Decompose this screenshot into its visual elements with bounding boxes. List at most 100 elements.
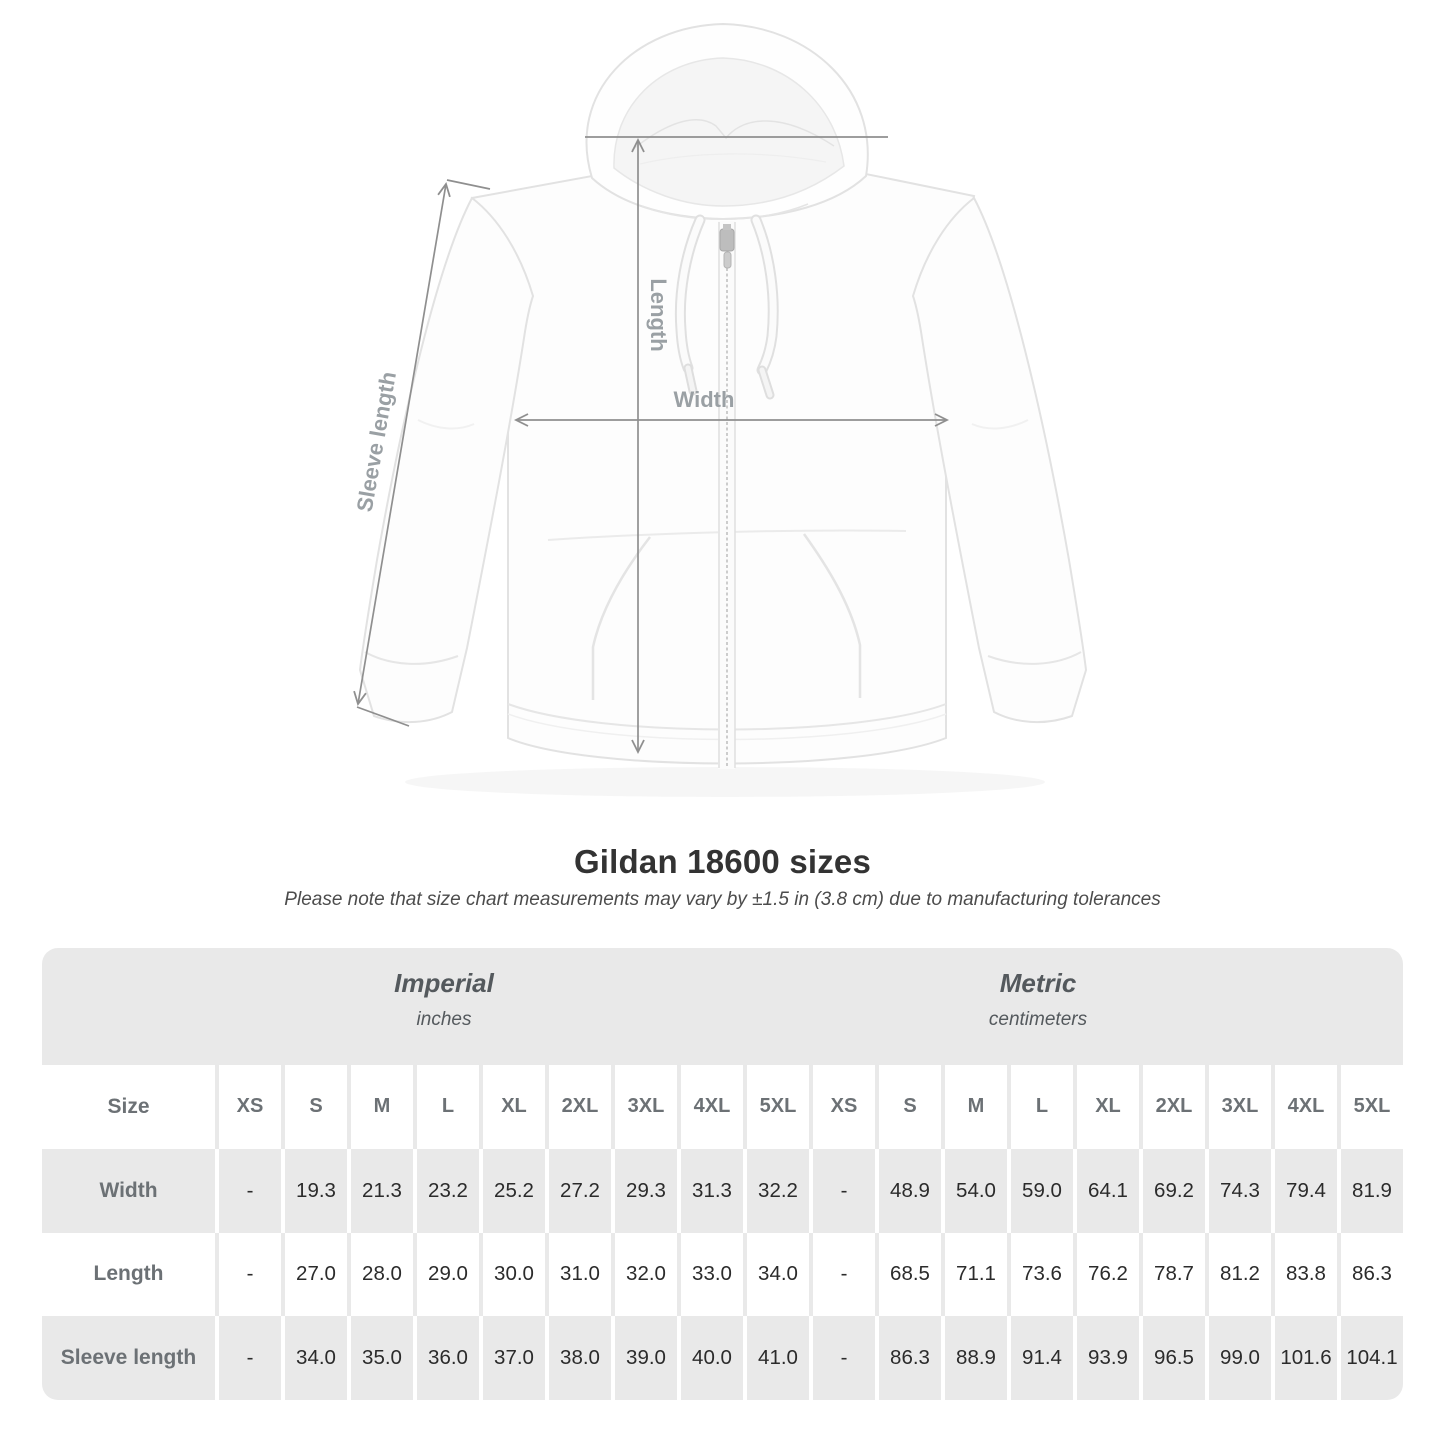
imperial-size-col-header: M [347,1065,413,1149]
imperial-value-cell: 29.0 [413,1232,479,1317]
imperial-value-cell: 23.2 [413,1148,479,1233]
size-grid: Size XS S M L XL 2XL 3XL 4XL 5XL XS S M L XL 2XL 3XL 4XL 5… [42,1065,1403,1400]
hoodie-right-sleeve [911,196,1088,724]
metric-value-cell: 79.4 [1271,1148,1337,1233]
metric-value-cell: - [809,1316,875,1400]
imperial-value-cell: 27.2 [545,1148,611,1233]
sleeve-arrow [353,182,451,706]
metric-value-cell: 101.6 [1271,1316,1337,1400]
heading-block: Gildan 18600 sizes Please note that size… [0,843,1445,911]
imperial-value-cell: 35.0 [347,1316,413,1400]
metric-value-cell: 48.9 [875,1148,941,1233]
row-label: Width [42,1148,215,1233]
imperial-size-col-header: 2XL [545,1065,611,1149]
metric-value-cell: 69.2 [1139,1148,1205,1233]
imperial-value-cell: 28.0 [347,1232,413,1317]
zipper [718,221,736,769]
imperial-group-unit: inches [416,1009,472,1030]
metric-value-cell: 104.1 [1337,1316,1403,1400]
metric-value-cell: 99.0 [1205,1316,1271,1400]
metric-size-col-header: 5XL [1337,1065,1403,1149]
imperial-value-cell: 34.0 [281,1316,347,1400]
metric-size-col-header: L [1007,1065,1073,1149]
imperial-value-cell: 30.0 [479,1232,545,1317]
sleeve-tick-bottom [356,706,410,727]
size-table: Imperial inches Metric centimeters Size X… [42,948,1403,1400]
hoodie-diagram: Length Width Sleeve length [352,22,1088,797]
metric-value-cell: 91.4 [1007,1316,1073,1400]
measurement-arrows [353,136,950,755]
metric-value-cell: 78.7 [1139,1232,1205,1317]
metric-value-cell: 74.3 [1205,1148,1271,1233]
metric-size-col-header: M [941,1065,1007,1149]
imperial-size-col-header: XL [479,1065,545,1149]
tolerance-note: Please note that size chart measurements… [284,889,1161,910]
imperial-value-cell: 29.3 [611,1148,677,1233]
imperial-value-cell: 33.0 [677,1232,743,1317]
sleeve-tick-top [446,179,491,190]
metric-value-cell: 68.5 [875,1232,941,1317]
zipper-slider [719,228,735,252]
imperial-value-cell: 34.0 [743,1232,809,1317]
metric-value-cell: 64.1 [1073,1148,1139,1233]
unit-group-header: Imperial inches Metric centimeters [42,948,1403,1065]
imperial-value-cell: 19.3 [281,1148,347,1233]
metric-size-col-header: S [875,1065,941,1149]
metric-size-col-header: 4XL [1271,1065,1337,1149]
length-label: Length [646,278,671,351]
zipper-pull [723,251,732,269]
metric-value-cell: 96.5 [1139,1316,1205,1400]
metric-value-cell: 59.0 [1007,1148,1073,1233]
metric-value-cell: 83.8 [1271,1232,1337,1317]
metric-value-cell: 86.3 [1337,1232,1403,1317]
imperial-value-cell: 32.0 [611,1232,677,1317]
imperial-size-col-header: 3XL [611,1065,677,1149]
metric-value-cell: 86.3 [875,1316,941,1400]
metric-value-cell: 71.1 [941,1232,1007,1317]
drawstrings [674,214,779,400]
imperial-value-cell: 40.0 [677,1316,743,1400]
metric-group-unit: centimeters [988,1009,1088,1030]
metric-value-cell: 81.9 [1337,1148,1403,1233]
metric-value-cell: - [809,1232,875,1317]
imperial-group: Imperial inches [394,968,494,1031]
imperial-value-cell: 38.0 [545,1316,611,1400]
imperial-value-cell: 32.2 [743,1148,809,1233]
hood-interior [613,57,845,207]
metric-group-label: Metric [999,968,1077,998]
metric-value-cell: 93.9 [1073,1316,1139,1400]
imperial-value-cell: 36.0 [413,1316,479,1400]
size-header-cell: Size [42,1065,215,1149]
hoodie-shadow [405,767,1045,797]
metric-size-col-header: 2XL [1139,1065,1205,1149]
metric-size-col-header: 3XL [1205,1065,1271,1149]
imperial-value-cell: 25.2 [479,1148,545,1233]
imperial-group-label: Imperial [394,968,494,998]
width-label: Width [674,387,735,412]
imperial-value-cell: 27.0 [281,1232,347,1317]
metric-group: Metric centimeters [989,968,1087,1031]
metric-value-cell: 54.0 [941,1148,1007,1233]
imperial-value-cell: - [215,1232,281,1317]
imperial-size-col-header: 4XL [677,1065,743,1149]
imperial-value-cell: 31.0 [545,1232,611,1317]
imperial-value-cell: 41.0 [743,1316,809,1400]
metric-value-cell: 76.2 [1073,1232,1139,1317]
imperial-value-cell: 39.0 [611,1316,677,1400]
metric-value-cell: 88.9 [941,1316,1007,1400]
imperial-size-col-header: 5XL [743,1065,809,1149]
imperial-size-col-header: XS [215,1065,281,1149]
metric-size-col-header: XS [809,1065,875,1149]
row-label: Length [42,1232,215,1317]
imperial-value-cell: 37.0 [479,1316,545,1400]
imperial-size-col-header: S [281,1065,347,1149]
row-label: Sleeve length [42,1316,215,1400]
imperial-value-cell: - [215,1316,281,1400]
imperial-value-cell: 31.3 [677,1148,743,1233]
imperial-size-col-header: L [413,1065,479,1149]
metric-value-cell: 73.6 [1007,1232,1073,1317]
page-title: Gildan 18600 sizes [573,843,872,880]
imperial-value-cell: - [215,1148,281,1233]
metric-value-cell: 81.2 [1205,1232,1271,1317]
imperial-value-cell: 21.3 [347,1148,413,1233]
